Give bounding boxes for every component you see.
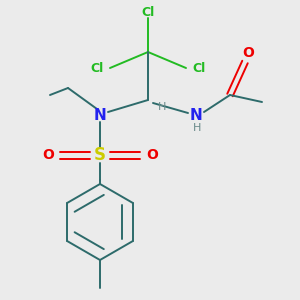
Text: O: O: [242, 46, 254, 60]
Text: O: O: [146, 148, 158, 162]
Text: O: O: [42, 148, 54, 162]
Text: Cl: Cl: [141, 5, 154, 19]
Text: N: N: [94, 107, 106, 122]
Text: H: H: [158, 102, 166, 112]
Text: H: H: [193, 123, 201, 133]
Text: S: S: [94, 146, 106, 164]
Text: Cl: Cl: [90, 61, 104, 74]
Text: Cl: Cl: [192, 61, 206, 74]
Text: N: N: [190, 107, 202, 122]
